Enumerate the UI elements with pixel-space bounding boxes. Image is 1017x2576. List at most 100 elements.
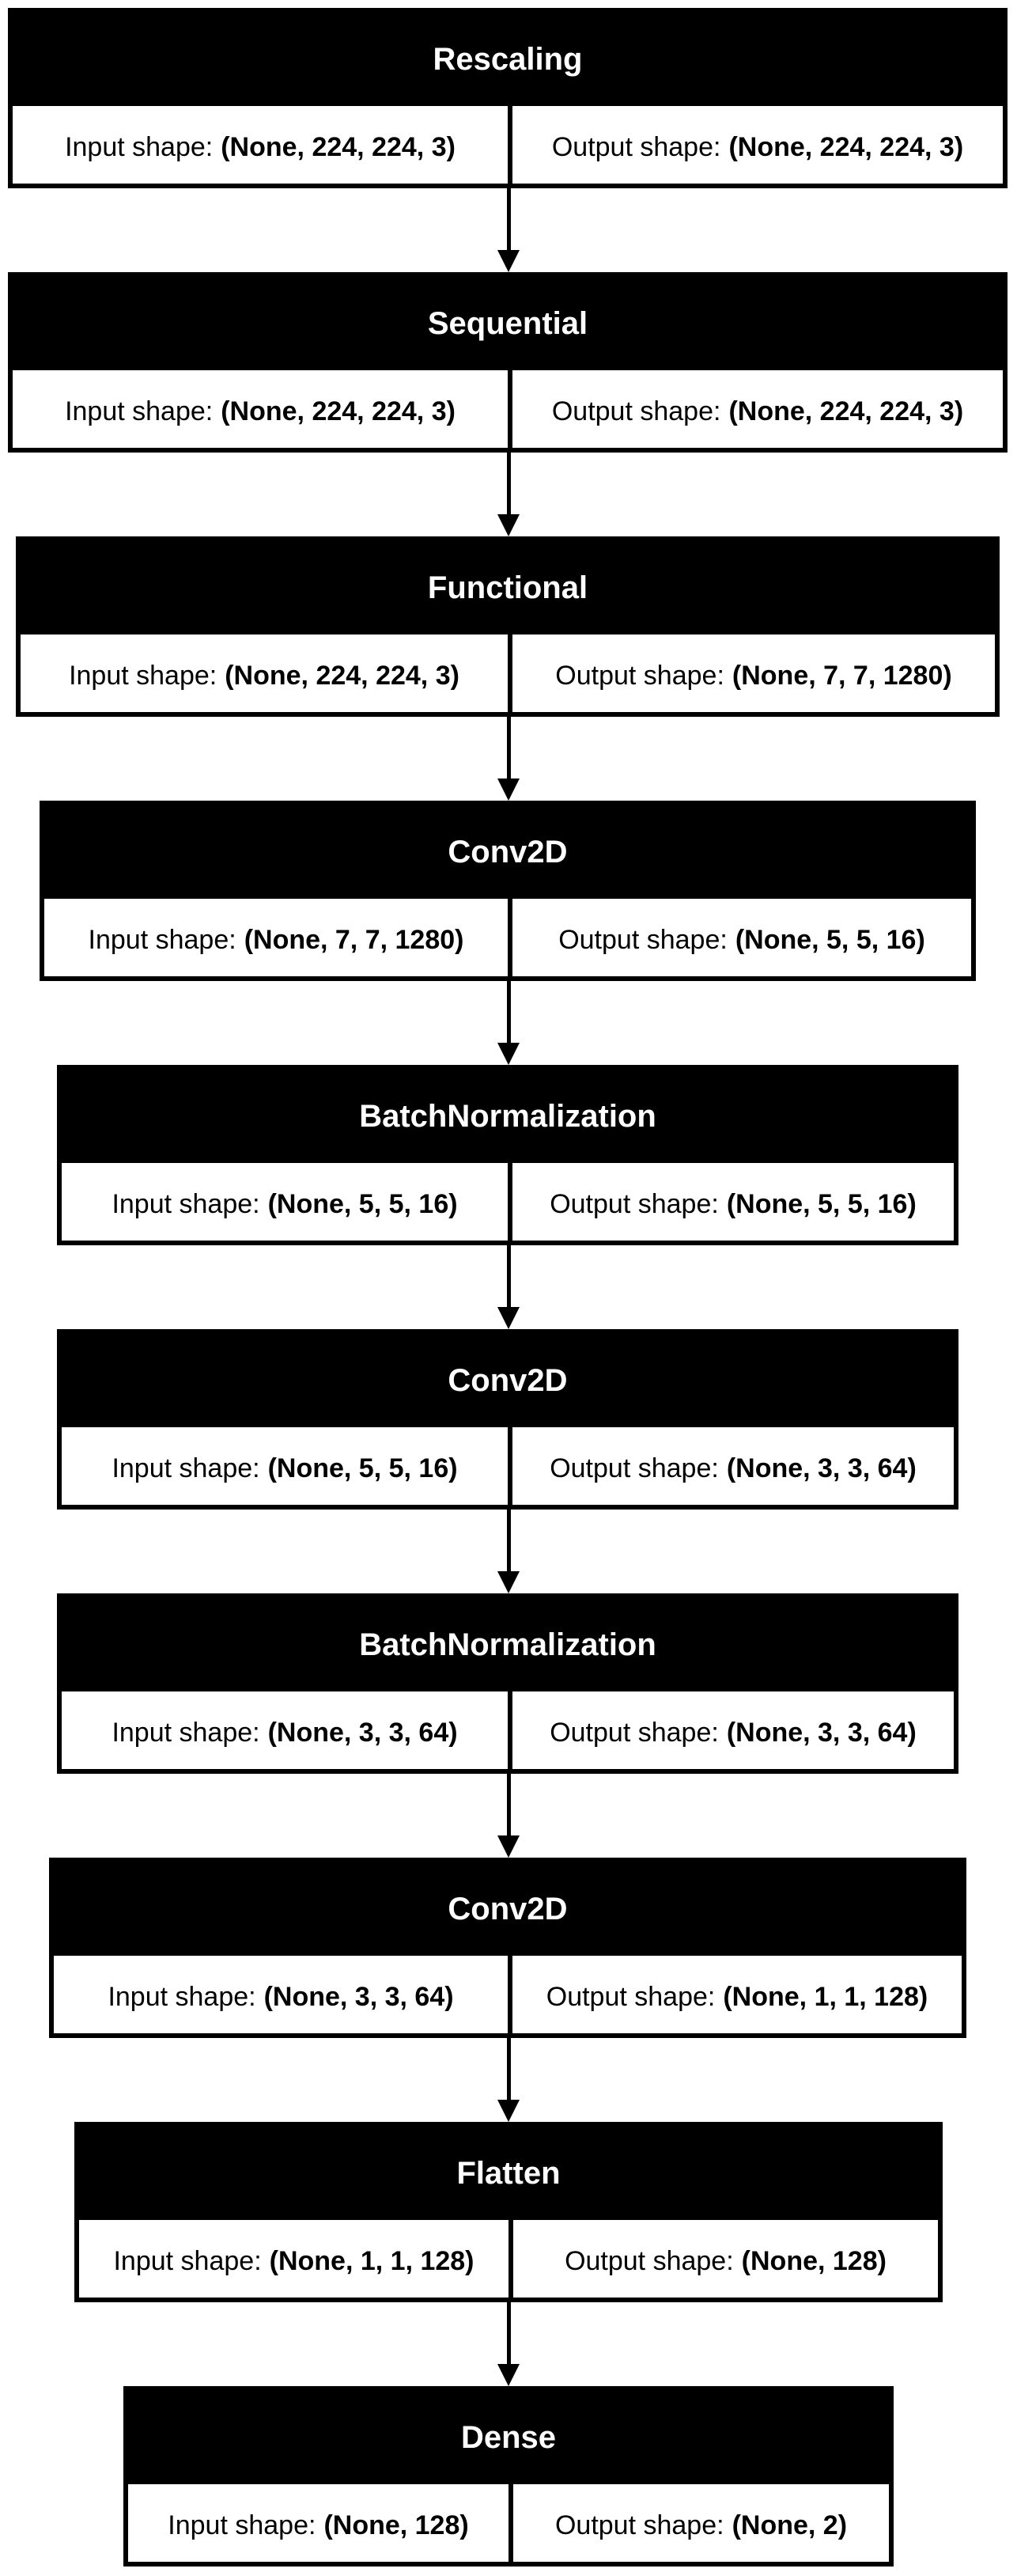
output-shape-label: Output shape: (551, 396, 721, 426)
connector-line (506, 453, 511, 516)
output-shape-label: Output shape: (558, 924, 728, 955)
input-shape-value: (None, 3, 3, 64) (263, 1981, 454, 2012)
input-shape-cell: Input shape: (None, 224, 224, 3) (13, 370, 508, 453)
arrowhead-icon (497, 1835, 520, 1858)
output-shape-label: Output shape: (565, 2245, 734, 2276)
output-shape-cell: Output shape: (None, 224, 224, 3) (508, 370, 1003, 453)
layer-node: BatchNormalization Input shape: (None, 3, … (57, 1593, 958, 1774)
input-shape-cell: Input shape: (None, 128) (128, 2484, 508, 2567)
layer-node: Rescaling Input shape: (None, 224, 224, 3)… (8, 8, 1008, 188)
layer-name: Flatten (79, 2127, 938, 2220)
output-shape-value: (None, 3, 3, 64) (726, 1717, 917, 1748)
input-shape-label: Input shape: (112, 1717, 260, 1748)
input-shape-cell: Input shape: (None, 7, 7, 1280) (44, 899, 508, 981)
output-shape-cell: Output shape: (None, 1, 1, 128) (508, 1956, 962, 2038)
arrowhead-icon (497, 1571, 520, 1593)
input-shape-cell: Input shape: (None, 5, 5, 16) (62, 1427, 508, 1510)
connector-line (506, 717, 511, 780)
connector-line (506, 2302, 511, 2366)
connector-line (506, 188, 511, 252)
layer-node: Sequential Input shape: (None, 224, 224, 3… (8, 272, 1008, 453)
input-shape-label: Input shape: (113, 2245, 262, 2276)
arrowhead-icon (497, 2364, 520, 2386)
output-shape-cell: Output shape: (None, 5, 5, 16) (508, 1163, 954, 1245)
output-shape-value: (None, 5, 5, 16) (735, 924, 925, 955)
output-shape-value: (None, 128) (741, 2245, 887, 2276)
input-shape-label: Input shape: (112, 1453, 260, 1483)
shape-row: Input shape: (None, 128) Output shape: (Non… (128, 2484, 889, 2567)
layer-node: Flatten Input shape: (None, 1, 1, 128) Outp… (74, 2122, 943, 2302)
arrowhead-icon (497, 1043, 520, 1065)
shape-row: Input shape: (None, 224, 224, 3) Output sh… (13, 106, 1003, 188)
layer-name: Conv2D (54, 1862, 962, 1956)
shape-row: Input shape: (None, 224, 224, 3) Output sh… (13, 370, 1003, 453)
connector-line (506, 1774, 511, 1837)
input-shape-cell: Input shape: (None, 1, 1, 128) (79, 2220, 508, 2302)
input-shape-value: (None, 3, 3, 64) (267, 1717, 458, 1748)
input-shape-label: Input shape: (65, 396, 214, 426)
input-shape-value: (None, 224, 224, 3) (225, 660, 459, 691)
arrowhead-icon (497, 2100, 520, 2122)
input-shape-value: (None, 224, 224, 3) (221, 396, 456, 426)
input-shape-cell: Input shape: (None, 3, 3, 64) (62, 1691, 508, 1774)
input-shape-label: Input shape: (69, 660, 217, 691)
shape-row: Input shape: (None, 3, 3, 64) Output shape… (54, 1956, 962, 2038)
layer-node: Dense Input shape: (None, 128) Output shape… (123, 2386, 894, 2567)
output-shape-cell: Output shape: (None, 224, 224, 3) (508, 106, 1003, 188)
output-shape-value: (None, 1, 1, 128) (723, 1981, 928, 2012)
layer-name: BatchNormalization (62, 1070, 954, 1163)
connector-line (506, 1510, 511, 1573)
input-shape-value: (None, 7, 7, 1280) (244, 924, 464, 955)
layer-name: Conv2D (62, 1334, 954, 1427)
input-shape-value: (None, 5, 5, 16) (267, 1453, 458, 1483)
shape-row: Input shape: (None, 5, 5, 16) Output shape… (62, 1163, 954, 1245)
output-shape-value: (None, 3, 3, 64) (726, 1453, 917, 1483)
shape-row: Input shape: (None, 1, 1, 128) Output shap… (79, 2220, 938, 2302)
arrowhead-icon (497, 250, 520, 272)
layer-node: Conv2D Input shape: (None, 7, 7, 1280) Outp… (40, 801, 976, 981)
output-shape-cell: Output shape: (None, 128) (508, 2220, 938, 2302)
output-shape-value: (None, 7, 7, 1280) (732, 660, 952, 691)
input-shape-cell: Input shape: (None, 224, 224, 3) (13, 106, 508, 188)
output-shape-label: Output shape: (550, 1453, 719, 1483)
output-shape-cell: Output shape: (None, 3, 3, 64) (508, 1427, 954, 1510)
input-shape-cell: Input shape: (None, 5, 5, 16) (62, 1163, 508, 1245)
output-shape-cell: Output shape: (None, 5, 5, 16) (508, 899, 971, 981)
input-shape-value: (None, 128) (323, 2510, 469, 2540)
layer-node: BatchNormalization Input shape: (None, 5, … (57, 1065, 958, 1245)
output-shape-label: Output shape: (551, 131, 721, 162)
layer-node: Conv2D Input shape: (None, 5, 5, 16) Output… (57, 1329, 958, 1510)
input-shape-label: Input shape: (88, 924, 236, 955)
arrowhead-icon (497, 514, 520, 536)
layer-name: Rescaling (13, 13, 1003, 106)
connector-line (506, 981, 511, 1044)
output-shape-label: Output shape: (550, 1188, 719, 1219)
layer-name: Conv2D (44, 805, 971, 899)
connector-line (506, 2038, 511, 2101)
layer-node: Functional Input shape: (None, 224, 224, 3… (16, 536, 1000, 717)
shape-row: Input shape: (None, 7, 7, 1280) Output sha… (44, 899, 971, 981)
arrowhead-icon (497, 1307, 520, 1329)
layer-name: Dense (128, 2391, 889, 2484)
output-shape-value: (None, 5, 5, 16) (726, 1188, 917, 1219)
output-shape-value: (None, 2) (732, 2510, 848, 2540)
arrowhead-icon (497, 778, 520, 801)
layer-name: Sequential (13, 277, 1003, 370)
layer-name: BatchNormalization (62, 1598, 954, 1691)
connector-line (506, 1245, 511, 1309)
output-shape-label: Output shape: (555, 660, 724, 691)
input-shape-value: (None, 5, 5, 16) (267, 1188, 458, 1219)
input-shape-value: (None, 224, 224, 3) (221, 131, 456, 162)
layer-node: Conv2D Input shape: (None, 3, 3, 64) Output… (49, 1858, 966, 2038)
input-shape-label: Input shape: (65, 131, 214, 162)
output-shape-cell: Output shape: (None, 3, 3, 64) (508, 1691, 954, 1774)
output-shape-cell: Output shape: (None, 2) (508, 2484, 889, 2567)
output-shape-label: Output shape: (546, 1981, 716, 2012)
input-shape-label: Input shape: (168, 2510, 316, 2540)
shape-row: Input shape: (None, 5, 5, 16) Output shape… (62, 1427, 954, 1510)
layer-name: Functional (21, 541, 995, 635)
input-shape-cell: Input shape: (None, 224, 224, 3) (21, 635, 508, 717)
output-shape-value: (None, 224, 224, 3) (728, 131, 964, 162)
output-shape-cell: Output shape: (None, 7, 7, 1280) (508, 635, 995, 717)
